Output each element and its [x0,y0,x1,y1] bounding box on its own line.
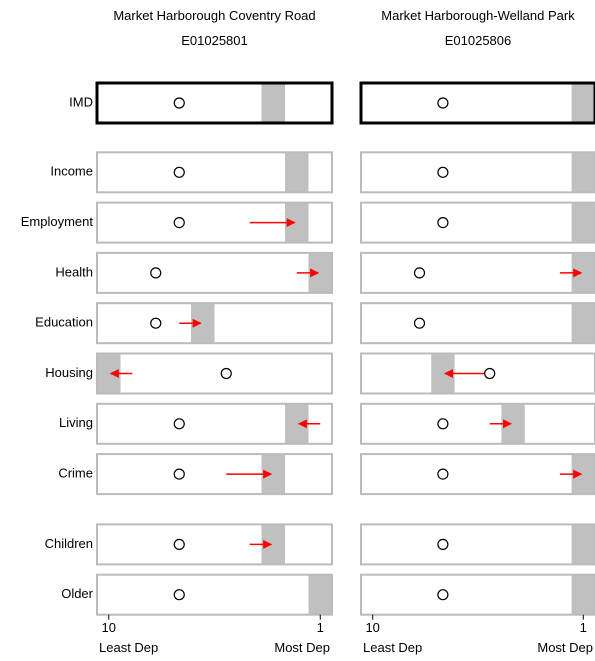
row-box [360,151,595,194]
x-axis-label: Least Dep [363,640,422,655]
comparison-marker [173,589,185,601]
row-box [359,81,595,125]
comparison-marker [437,97,449,109]
row-box [96,201,333,244]
bar [571,202,595,243]
row-label: Housing [45,365,93,380]
comparison-marker [173,468,185,480]
column-header: Market Harborough-Welland Park E01025806 [373,3,583,53]
row-box [360,352,595,395]
bar [571,574,595,615]
bar [285,152,309,193]
comparison-marker [173,418,185,430]
x-tick-label: 10 [102,620,116,635]
bar [571,524,595,565]
bar [571,454,595,495]
row-box [96,251,333,294]
comparison-marker [437,217,449,229]
comparison-marker [437,166,449,178]
row-box [360,402,595,445]
bar [285,403,309,444]
comparison-marker [413,317,426,329]
bar [308,252,332,293]
comparison-marker [437,589,449,601]
x-tick-label: 1 [317,620,324,635]
comparison-marker [220,367,232,380]
bar [191,303,215,344]
row-box [96,151,333,194]
row-box [360,573,595,616]
bar [308,574,332,615]
row-label: IMD [69,94,93,109]
row-label: Older [61,586,93,601]
row-label: Income [50,164,93,179]
row-label: Education [35,315,93,330]
row-box [96,573,333,616]
row-label: Health [55,264,93,279]
area-code: E01025801 [181,33,248,48]
area-name: Market Harborough Coventry Road [113,8,316,23]
column-header: Market Harborough Coventry Road E01025801 [110,3,320,53]
row-box [360,302,595,345]
bar [261,524,285,565]
comparison-marker [437,538,449,551]
comparison-marker [413,267,426,279]
comparison-marker [150,317,162,329]
bar [261,454,285,495]
bar [431,353,455,394]
row-box [96,402,333,445]
row-box [360,523,595,566]
area-code: E01025806 [444,33,512,48]
comparison-marker [173,97,185,109]
comparison-marker [437,418,449,430]
bar [261,83,285,123]
row-box [96,523,333,566]
bar [571,252,595,293]
x-tick-label: 1 [580,620,587,635]
comparison-marker [150,267,162,279]
row-label: Children [45,536,93,551]
row-box [360,251,595,294]
comparison-marker [173,166,185,178]
bar [571,83,595,123]
comparison-marker [173,538,185,551]
row-box [360,201,595,244]
comparison-marker [484,367,496,380]
bar [97,353,121,394]
row-label: Living [59,415,93,430]
row-box [96,453,333,496]
row-box [96,352,333,395]
row-box [360,453,595,496]
area-name: Market Harborough-Welland Park [381,8,575,23]
comparison-marker [173,217,185,229]
bar [571,303,595,344]
bar [571,152,595,193]
row-label: Crime [58,466,93,481]
row-box [95,81,334,125]
row-label: Employment [21,214,94,229]
bar [285,202,309,243]
x-axis-label: Most Dep [274,640,330,655]
x-axis-label: Most Dep [537,640,593,655]
x-axis-label: Least Dep [99,640,158,655]
row-box [96,302,333,345]
bar [501,403,525,444]
x-tick-label: 10 [365,620,379,635]
comparison-marker [437,468,449,480]
